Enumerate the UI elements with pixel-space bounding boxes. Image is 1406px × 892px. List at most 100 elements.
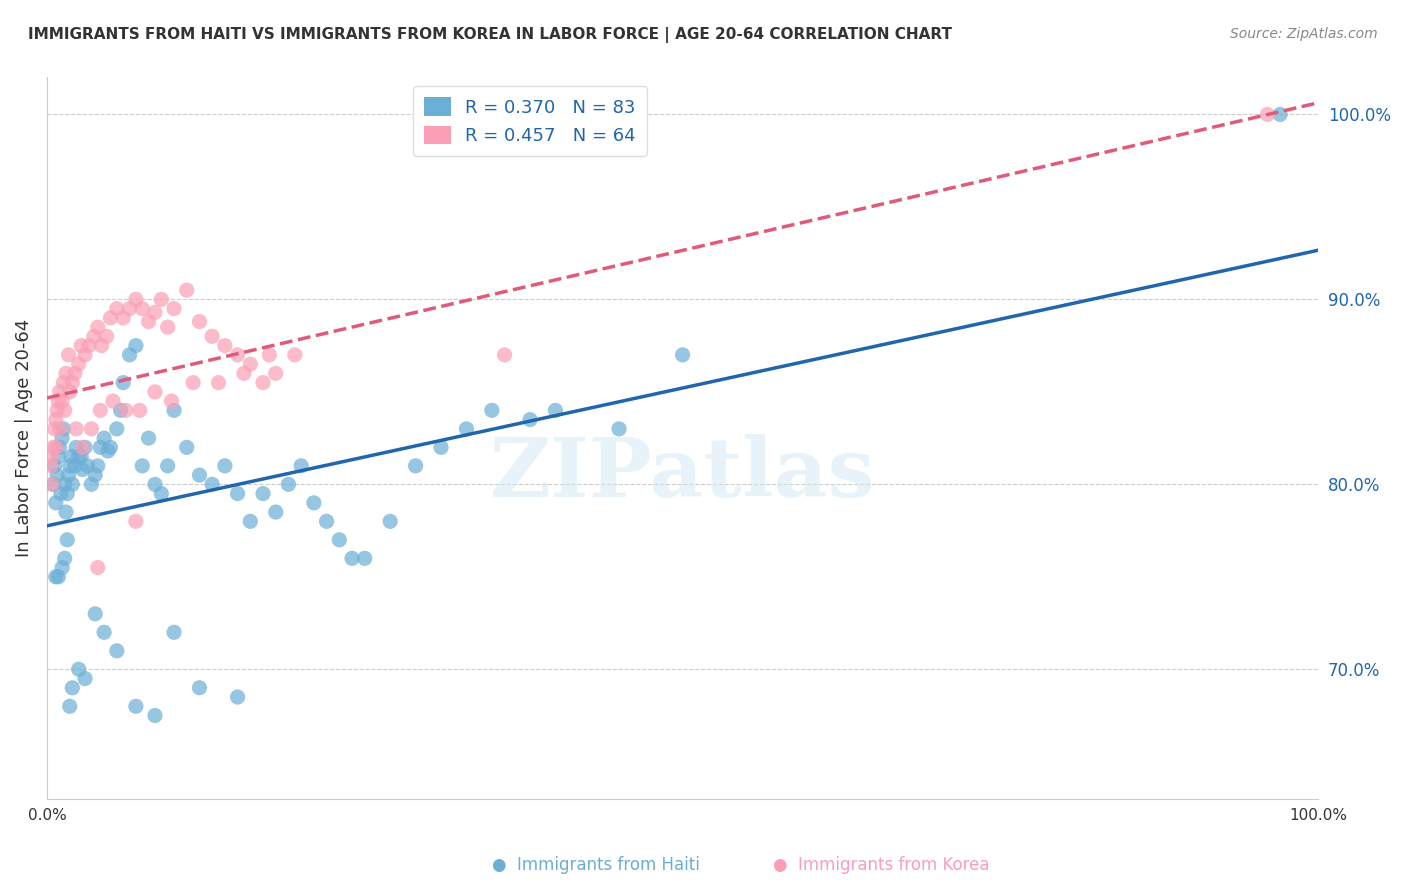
Immigrants from Korea — [118, 301, 141, 316]
Immigrants from Haiti — [53, 477, 76, 491]
Immigrants from Haiti — [143, 708, 166, 723]
Immigrants from Korea — [52, 376, 75, 390]
Immigrants from Korea — [150, 293, 173, 307]
Immigrants from Korea — [90, 338, 112, 352]
Immigrants from Haiti — [607, 422, 630, 436]
Immigrants from Haiti — [60, 477, 83, 491]
Immigrants from Korea — [73, 348, 96, 362]
Immigrants from Korea — [143, 384, 166, 399]
Immigrants from Haiti — [45, 570, 67, 584]
Immigrants from Haiti — [46, 450, 69, 464]
Immigrants from Haiti — [87, 458, 110, 473]
Immigrants from Korea — [96, 329, 118, 343]
Immigrants from Haiti — [60, 681, 83, 695]
Immigrants from Haiti — [84, 468, 107, 483]
Immigrants from Haiti — [201, 477, 224, 491]
Immigrants from Haiti — [118, 348, 141, 362]
Immigrants from Haiti — [544, 403, 567, 417]
Immigrants from Korea — [77, 338, 100, 352]
Immigrants from Korea — [67, 357, 90, 371]
Immigrants from Haiti — [214, 458, 236, 473]
Immigrants from Haiti — [51, 431, 73, 445]
Immigrants from Korea — [48, 384, 70, 399]
Immigrants from Haiti — [264, 505, 287, 519]
Immigrants from Korea — [46, 394, 69, 409]
Immigrants from Haiti — [73, 441, 96, 455]
Immigrants from Korea — [233, 367, 256, 381]
Immigrants from Korea — [89, 403, 111, 417]
Immigrants from Korea — [41, 450, 63, 464]
Immigrants from Haiti — [110, 403, 132, 417]
Immigrants from Korea — [112, 310, 135, 325]
Text: ●  Immigrants from Korea: ● Immigrants from Korea — [773, 856, 990, 874]
Immigrants from Korea — [100, 310, 122, 325]
Immigrants from Haiti — [328, 533, 350, 547]
Immigrants from Haiti — [63, 458, 86, 473]
Immigrants from Korea — [41, 477, 63, 491]
Immigrants from Haiti — [315, 514, 337, 528]
Immigrants from Haiti — [48, 441, 70, 455]
Immigrants from Korea — [60, 376, 83, 390]
Immigrants from Haiti — [112, 376, 135, 390]
Immigrants from Haiti — [188, 468, 211, 483]
Immigrants from Korea — [80, 422, 103, 436]
Immigrants from Haiti — [93, 625, 115, 640]
Immigrants from Korea — [63, 367, 86, 381]
Immigrants from Haiti — [46, 570, 69, 584]
Immigrants from Korea — [128, 403, 150, 417]
Immigrants from Haiti — [89, 441, 111, 455]
Immigrants from Korea — [239, 357, 262, 371]
Immigrants from Korea — [101, 394, 124, 409]
Immigrants from Haiti — [45, 496, 67, 510]
Text: IMMIGRANTS FROM HAITI VS IMMIGRANTS FROM KOREA IN LABOR FORCE | AGE 20-64 CORREL: IMMIGRANTS FROM HAITI VS IMMIGRANTS FROM… — [28, 27, 952, 43]
Immigrants from Korea — [1256, 107, 1278, 121]
Immigrants from Haiti — [49, 486, 72, 500]
Immigrants from Korea — [87, 560, 110, 574]
Immigrants from Haiti — [97, 444, 120, 458]
Text: Source: ZipAtlas.com: Source: ZipAtlas.com — [1230, 27, 1378, 41]
Immigrants from Korea — [143, 305, 166, 319]
Immigrants from Haiti — [405, 458, 427, 473]
Immigrants from Haiti — [80, 477, 103, 491]
Immigrants from Korea — [48, 422, 70, 436]
Immigrants from Haiti — [72, 462, 94, 476]
Immigrants from Haiti — [176, 441, 198, 455]
Immigrants from Korea — [163, 301, 186, 316]
Immigrants from Haiti — [56, 533, 79, 547]
Immigrants from Haiti — [93, 431, 115, 445]
Immigrants from Haiti — [138, 431, 160, 445]
Immigrants from Haiti — [1268, 107, 1291, 121]
Immigrants from Korea — [72, 441, 94, 455]
Immigrants from Haiti — [340, 551, 363, 566]
Immigrants from Korea — [46, 403, 69, 417]
Immigrants from Korea — [214, 338, 236, 352]
Immigrants from Haiti — [60, 450, 83, 464]
Text: ●  Immigrants from Haiti: ● Immigrants from Haiti — [492, 856, 700, 874]
Immigrants from Haiti — [671, 348, 693, 362]
Immigrants from Korea — [87, 320, 110, 334]
Immigrants from Korea — [131, 301, 153, 316]
Immigrants from Korea — [59, 384, 82, 399]
Immigrants from Korea — [125, 293, 148, 307]
Immigrants from Haiti — [51, 560, 73, 574]
Immigrants from Haiti — [290, 458, 312, 473]
Immigrants from Korea — [114, 403, 136, 417]
Immigrants from Haiti — [58, 468, 80, 483]
Immigrants from Haiti — [73, 672, 96, 686]
Immigrants from Haiti — [277, 477, 299, 491]
Immigrants from Korea — [44, 422, 66, 436]
Legend: R = 0.370   N = 83, R = 0.457   N = 64: R = 0.370 N = 83, R = 0.457 N = 64 — [413, 87, 647, 156]
Immigrants from Haiti — [56, 486, 79, 500]
Immigrants from Haiti — [42, 477, 65, 491]
Text: ZIPatlas: ZIPatlas — [489, 434, 876, 514]
Immigrants from Haiti — [105, 422, 128, 436]
Immigrants from Korea — [70, 338, 93, 352]
Immigrants from Korea — [65, 422, 87, 436]
Immigrants from Korea — [284, 348, 307, 362]
Immigrants from Haiti — [430, 441, 453, 455]
Immigrants from Korea — [188, 315, 211, 329]
Immigrants from Haiti — [188, 681, 211, 695]
Immigrants from Haiti — [378, 514, 401, 528]
Immigrants from Haiti — [55, 505, 77, 519]
Immigrants from Haiti — [46, 468, 69, 483]
